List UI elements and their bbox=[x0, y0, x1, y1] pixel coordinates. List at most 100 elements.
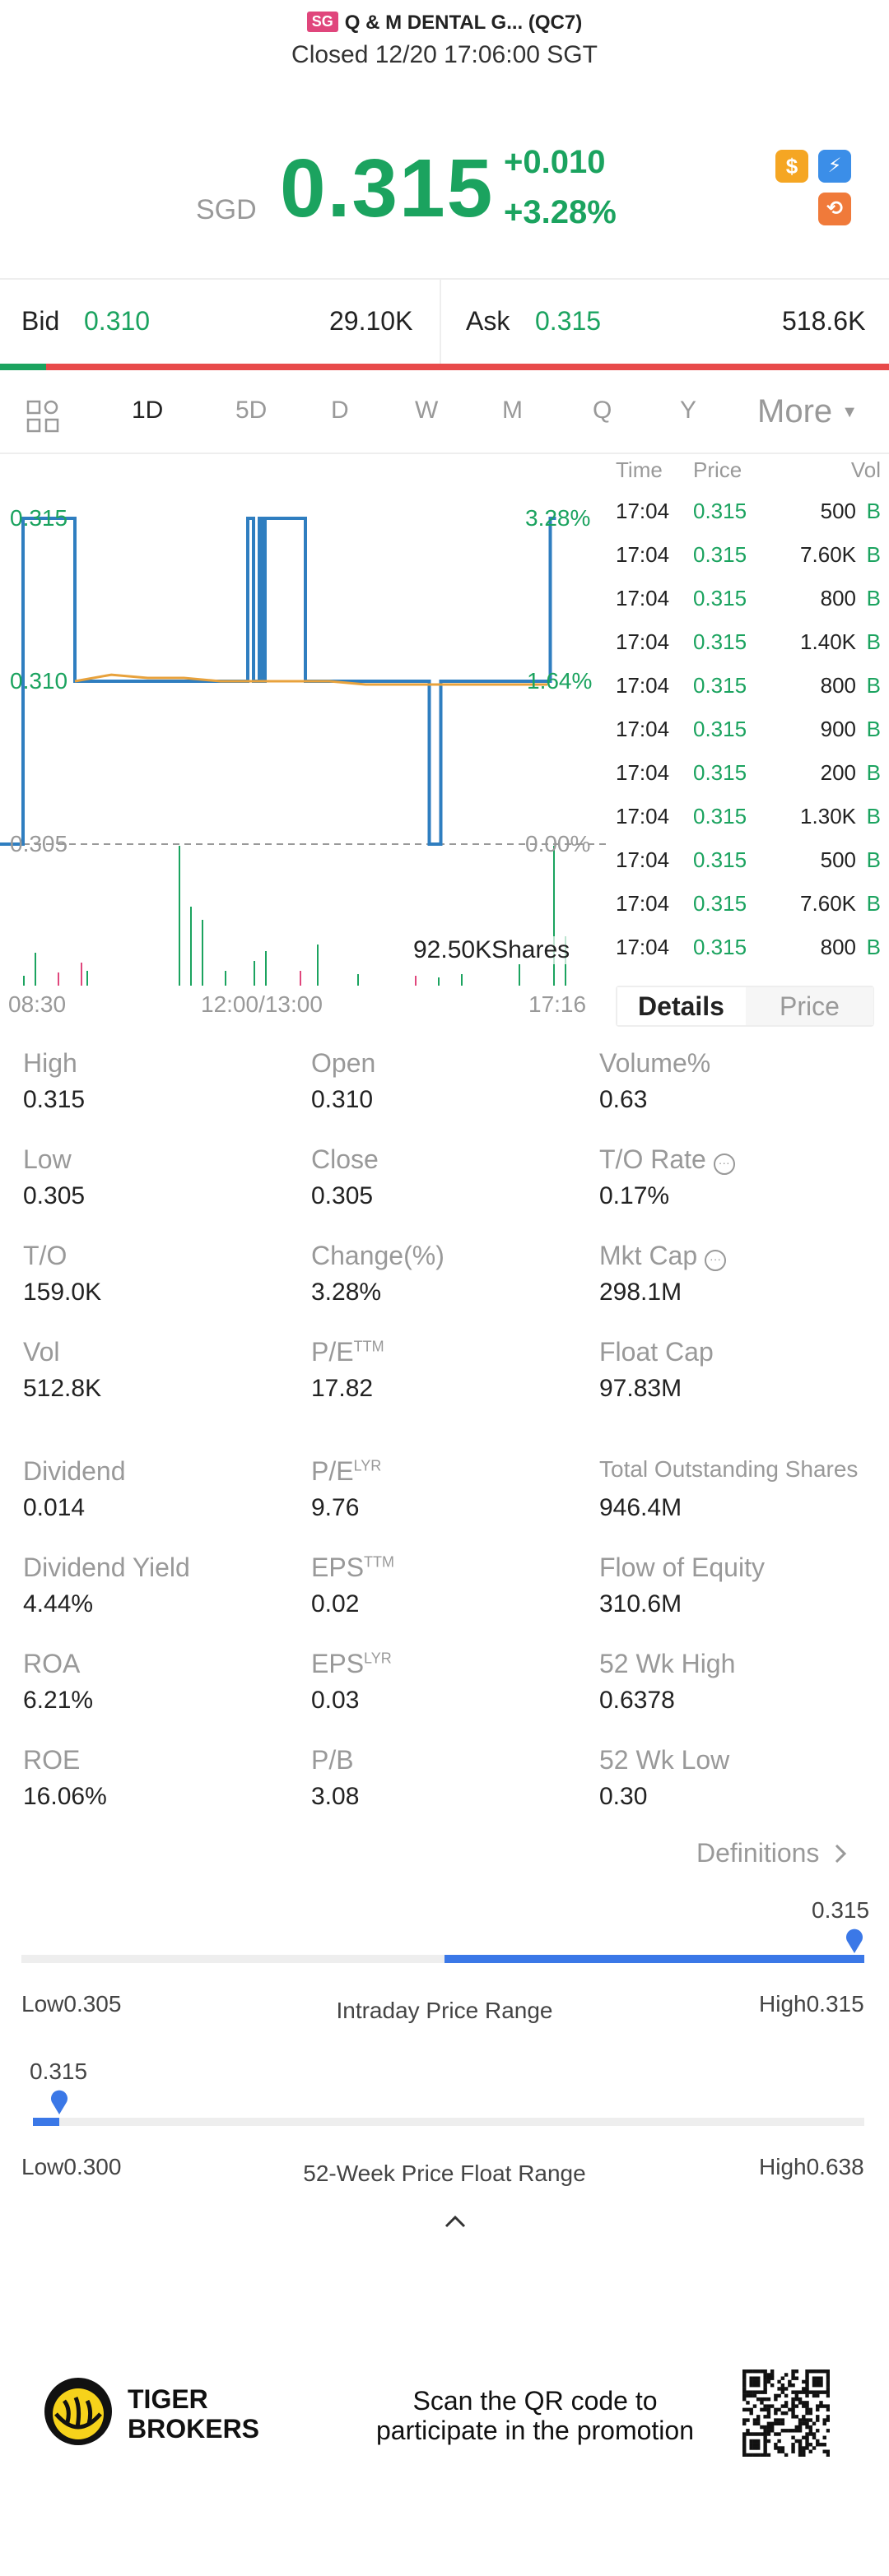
tab-d[interactable]: D bbox=[331, 397, 349, 424]
week52-range-fill bbox=[33, 2118, 59, 2126]
broker-brand: TIGER BROKERS bbox=[128, 2384, 259, 2444]
info-icon[interactable]: ··· bbox=[713, 1153, 735, 1175]
stat-value-roa: 6.21% bbox=[23, 1687, 94, 1714]
volume-bar bbox=[35, 953, 36, 986]
intraday-high: High0.315 bbox=[759, 1991, 864, 2017]
average-price-line bbox=[74, 673, 547, 686]
stat-label-vol: Vol bbox=[23, 1337, 60, 1367]
definitions-link[interactable]: Definitions bbox=[696, 1838, 848, 1868]
trade-time: 17:04 bbox=[616, 760, 670, 785]
volume-bar bbox=[254, 961, 255, 986]
trade-side: B bbox=[866, 629, 881, 654]
tab-1d[interactable]: 1D bbox=[132, 397, 164, 424]
y-label-low: 0.305 bbox=[10, 831, 68, 856]
volume-bar bbox=[415, 976, 417, 986]
stat-value-close: 0.305 bbox=[311, 1182, 374, 1209]
trade-volume: 1.40K bbox=[800, 629, 856, 654]
tab-details[interactable]: Details bbox=[617, 987, 745, 1025]
intraday-chart[interactable] bbox=[0, 461, 609, 987]
trade-price: 0.315 bbox=[693, 804, 747, 828]
volume-bar bbox=[179, 846, 180, 986]
tab-price[interactable]: Price bbox=[746, 987, 873, 1025]
week52-marker-icon bbox=[49, 2090, 69, 2114]
stat-label-div-yield: Dividend Yield bbox=[23, 1553, 190, 1582]
y-pct-low: 0.00% bbox=[525, 831, 591, 856]
market-status: Closed 12/20 17:06:00 SGT bbox=[291, 41, 598, 68]
tab-5d[interactable]: 5D bbox=[235, 397, 268, 424]
stat-value-to-rate: 0.17% bbox=[599, 1182, 670, 1209]
stat-value-roe: 16.06% bbox=[23, 1783, 107, 1810]
stat-value-total-shares: 946.4M bbox=[599, 1494, 682, 1521]
trade-side: B bbox=[866, 760, 881, 785]
week52-current-value: 0.315 bbox=[30, 2058, 88, 2084]
trade-time: 17:04 bbox=[616, 891, 670, 916]
chart-svg bbox=[0, 517, 609, 986]
trade-row: 17:04 0.315 1.30K B bbox=[609, 797, 881, 841]
collapse-chevron-up-icon[interactable] bbox=[443, 2213, 468, 2230]
volume-bar bbox=[461, 974, 463, 986]
stock-name: Q & M DENTAL G... (QC7) bbox=[344, 12, 583, 34]
stat-label-open: Open bbox=[311, 1048, 376, 1078]
price-line bbox=[0, 517, 556, 846]
stat-value-wk52-low: 0.30 bbox=[599, 1783, 648, 1810]
trade-side: B bbox=[866, 499, 881, 523]
dollar-icon[interactable]: $ bbox=[775, 150, 808, 183]
x-label-close: 17:16 bbox=[528, 991, 587, 1017]
volume-bar bbox=[438, 977, 440, 986]
stat-value-to: 159.0K bbox=[23, 1279, 102, 1306]
bid-ask-panel: Bid 0.310 29.10K Ask 0.315 518.6K bbox=[0, 280, 889, 364]
trade-volume: 800 bbox=[820, 673, 856, 698]
trade-time: 17:04 bbox=[616, 717, 670, 741]
trade-price: 0.315 bbox=[693, 935, 747, 959]
trade-icon[interactable]: ⟲ bbox=[818, 193, 851, 225]
week52-range-caption: 52-Week Price Float Range bbox=[303, 2161, 586, 2186]
flash-icon[interactable]: ⚡ bbox=[818, 150, 851, 183]
price-change-pct: +3.28% bbox=[504, 194, 617, 230]
stat-label-low: Low bbox=[23, 1144, 72, 1174]
trade-volume: 1.30K bbox=[800, 804, 856, 828]
intraday-range-fill bbox=[444, 1955, 864, 1963]
period-tabs: 1D 5D D W M Q Y More ▼ bbox=[0, 378, 889, 454]
stat-value-float-cap: 97.83M bbox=[599, 1375, 682, 1402]
layout-grid-icon[interactable] bbox=[26, 400, 59, 433]
stat-label-to: T/O bbox=[23, 1241, 67, 1270]
stat-value-flow-equity: 310.6M bbox=[599, 1590, 682, 1618]
week52-range-track bbox=[33, 2118, 864, 2126]
bid-volume-bar bbox=[0, 364, 46, 370]
trade-time: 17:04 bbox=[616, 673, 670, 698]
intraday-range-track bbox=[21, 1955, 864, 1963]
trade-side: B bbox=[866, 804, 881, 828]
dropdown-arrow-icon: ▼ bbox=[841, 403, 859, 421]
intraday-range-caption: Intraday Price Range bbox=[336, 1998, 553, 2023]
volume-bar bbox=[317, 945, 319, 986]
trade-side: B bbox=[866, 542, 881, 567]
tab-y[interactable]: Y bbox=[680, 397, 697, 424]
trade-row: 17:04 0.315 800 B bbox=[609, 579, 881, 623]
brand-line-2: BROKERS bbox=[128, 2414, 260, 2444]
time-and-sales[interactable]: Time Price Vol 17:04 0.315 500 B 17:04 0.315 7… bbox=[609, 457, 881, 976]
y-pct-mid: 1.64% bbox=[527, 668, 593, 694]
trade-time: 17:04 bbox=[616, 804, 670, 828]
stat-value-pb: 3.08 bbox=[311, 1783, 360, 1810]
stock-title[interactable]: SG Q & M DENTAL G... (QC7) bbox=[0, 12, 889, 35]
volume-bar bbox=[202, 920, 203, 986]
trade-time: 17:04 bbox=[616, 629, 670, 654]
info-icon[interactable]: ··· bbox=[705, 1250, 727, 1271]
tab-q[interactable]: Q bbox=[593, 397, 612, 424]
tab-w[interactable]: W bbox=[415, 397, 439, 424]
stat-value-dividend: 0.014 bbox=[23, 1494, 86, 1521]
tiger-logo-icon bbox=[43, 2376, 114, 2447]
promo-text: Scan the QR code to participate in the p… bbox=[329, 2386, 741, 2445]
stat-value-div-yield: 4.44% bbox=[23, 1590, 94, 1618]
stat-value-change-pct: 3.28% bbox=[311, 1279, 382, 1306]
tab-more[interactable]: More ▼ bbox=[757, 393, 858, 430]
stat-label-pe-ttm: P/ETTM bbox=[311, 1337, 384, 1367]
tab-m[interactable]: M bbox=[502, 397, 523, 424]
volume-bar bbox=[225, 971, 226, 986]
qr-code-icon[interactable] bbox=[742, 2369, 831, 2458]
stat-label-close: Close bbox=[311, 1144, 379, 1174]
trade-volume: 900 bbox=[820, 717, 856, 741]
volume-label: 92.50KShares bbox=[413, 936, 570, 964]
divider bbox=[0, 278, 889, 280]
trade-side: B bbox=[866, 891, 881, 916]
